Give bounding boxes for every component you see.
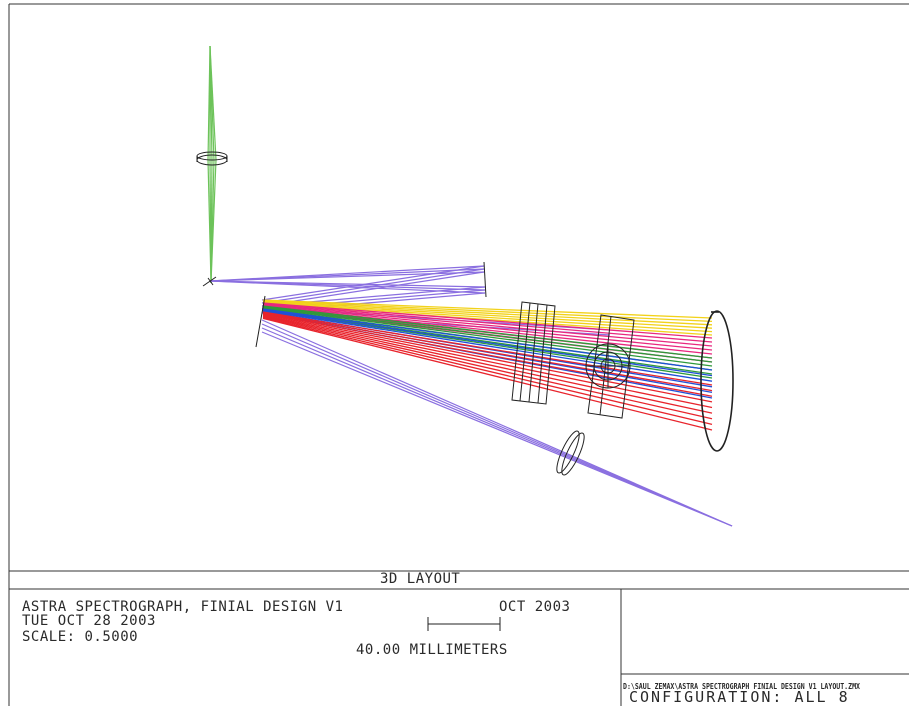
dispersed-spectrum-fan	[262, 299, 713, 431]
spectrum-ray	[262, 299, 713, 319]
spectrum-ray	[262, 312, 713, 397]
spectrum-ray	[262, 309, 713, 382]
spectrum-ray	[262, 308, 713, 371]
spectrum-ray	[262, 302, 713, 339]
violet-ray	[261, 323, 733, 527]
collimator-beam	[207, 45, 217, 284]
design-title: ASTRA SPECTROGRAPH, FINIAL DESIGN V1	[22, 599, 344, 615]
spectrum-ray	[262, 317, 713, 431]
green-ray	[209, 45, 217, 161]
spectrum-ray	[262, 303, 713, 347]
plot-border	[8, 3, 909, 706]
design-date: TUE OCT 28 2003	[22, 613, 156, 629]
scale-units: 40.00 MILLIMETERS	[356, 642, 508, 658]
green-ray	[210, 159, 217, 284]
design-scale: SCALE: 0.5000	[22, 629, 139, 645]
violet-ray	[209, 280, 486, 294]
grating	[255, 295, 266, 348]
spectrum-ray	[262, 300, 713, 326]
violet-ray	[261, 271, 485, 307]
field-lens	[585, 343, 631, 389]
spectrum-ray	[262, 303, 713, 343]
optical-elements	[196, 151, 734, 631]
spectrum-ray	[262, 305, 713, 359]
fold-mirror	[483, 261, 487, 298]
spectrum-ray	[262, 306, 713, 363]
spectrum-ray	[262, 309, 713, 377]
scale-bar	[427, 617, 501, 631]
prism-block-1	[511, 301, 556, 405]
collimator-lens	[196, 151, 228, 166]
violet-ray	[261, 265, 485, 301]
configuration-label: CONFIGURATION: ALL 8	[629, 688, 850, 706]
slit-mark	[202, 276, 217, 287]
spectrum-ray	[262, 311, 713, 386]
spectrum-ray	[262, 300, 713, 323]
lower-lens	[556, 430, 585, 476]
scale-date: OCT 2003	[499, 599, 571, 615]
spectrum-ray	[262, 312, 713, 392]
camera-lens	[700, 310, 734, 452]
file-path: D:\SAUL ZEMAX\ASTRA SPECTROGRAPH FINIAL …	[623, 682, 860, 691]
spectrum-ray	[262, 316, 713, 426]
spectrum-ray	[262, 308, 713, 375]
spectrum-ray	[262, 301, 713, 329]
spectrum-ray	[262, 315, 713, 414]
violet-ray	[261, 327, 733, 527]
violet-ray	[209, 271, 485, 282]
reflected-beam	[209, 265, 733, 527]
spectrum-ray	[262, 306, 713, 367]
spectrum-ray	[262, 316, 713, 420]
violet-ray	[261, 268, 485, 304]
spectrum-ray	[262, 304, 713, 351]
layout-title: 3D LAYOUT	[380, 571, 461, 587]
violet-ray	[261, 319, 733, 527]
violet-ray	[261, 331, 733, 527]
spectrum-ray	[262, 313, 713, 403]
spectrum-ray	[262, 314, 713, 409]
spectrum-ray	[262, 302, 713, 333]
